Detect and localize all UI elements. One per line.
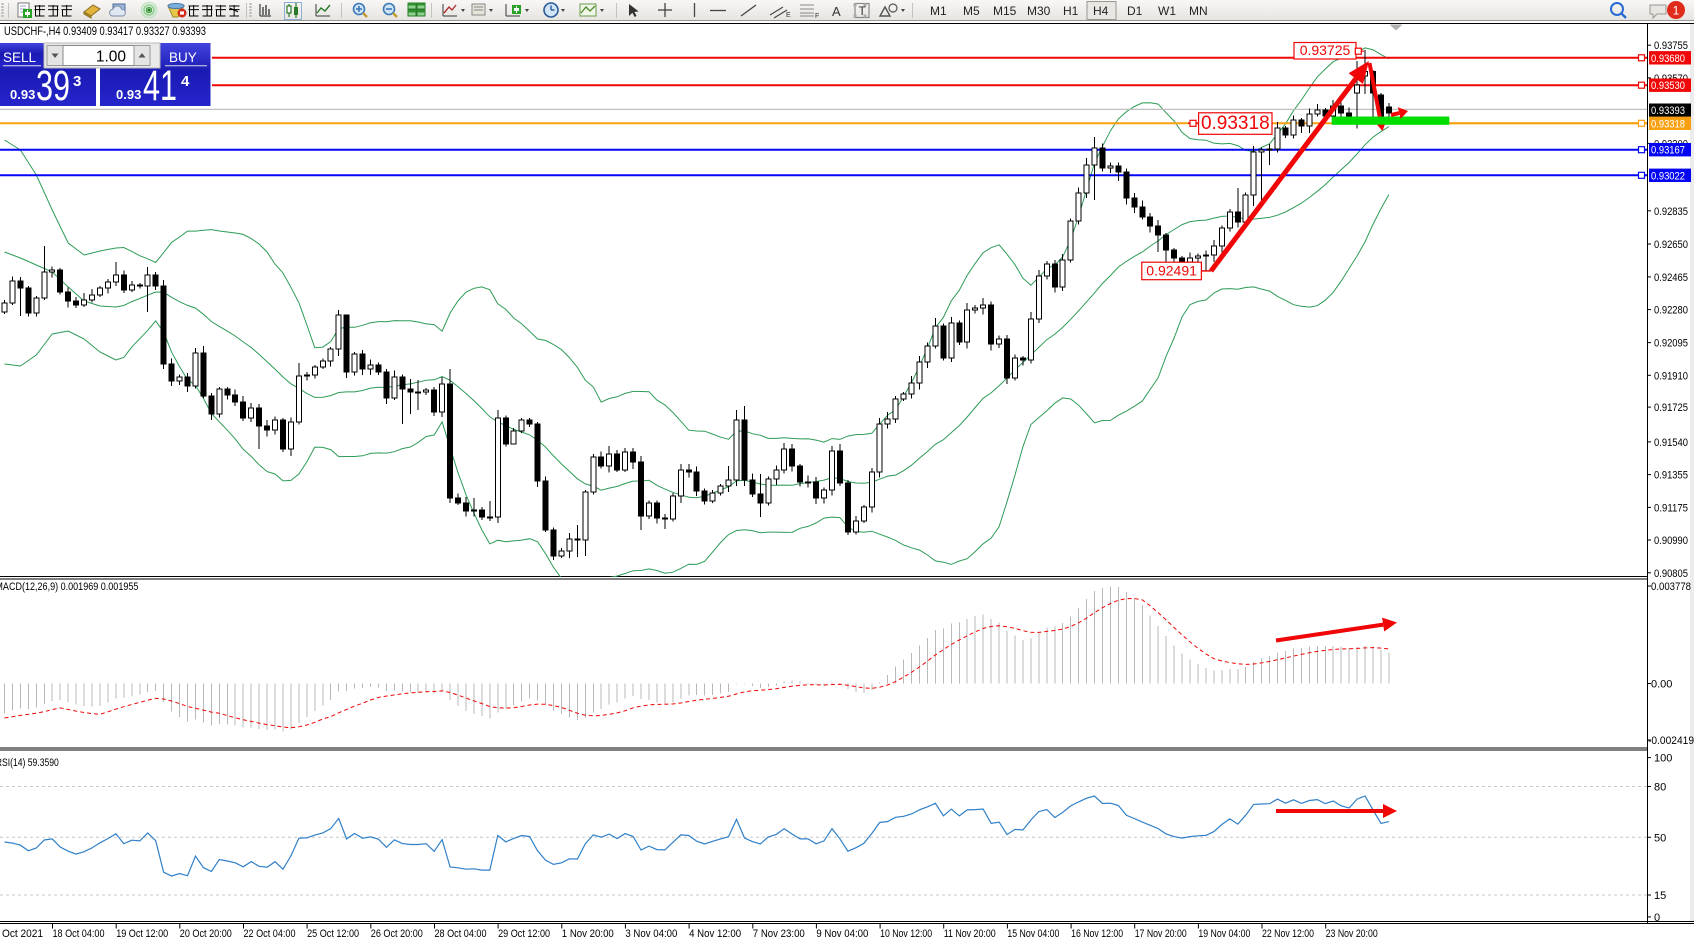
svg-text:39: 39 (36, 62, 70, 110)
svg-text:29 Oct 12:00: 29 Oct 12:00 (498, 928, 550, 940)
svg-text:0.92650: 0.92650 (1654, 239, 1688, 251)
svg-text:20 Oct 20:00: 20 Oct 20:00 (180, 928, 232, 940)
svg-text:3: 3 (73, 73, 81, 90)
svg-text:RSI(14) 59.3590: RSI(14) 59.3590 (0, 757, 59, 769)
svg-text:0.92491: 0.92491 (1146, 263, 1197, 279)
svg-text:-0.002419: -0.002419 (1648, 735, 1694, 747)
svg-text:0.92835: 0.92835 (1654, 206, 1688, 218)
svg-text:26 Oct 20:00: 26 Oct 20:00 (371, 928, 423, 940)
svg-text:1: 1 (1673, 4, 1680, 18)
svg-text:11 Nov 20:00: 11 Nov 20:00 (944, 928, 996, 940)
svg-text:100: 100 (1654, 753, 1672, 765)
svg-text:0.93318: 0.93318 (1201, 113, 1270, 134)
svg-text:0.90990: 0.90990 (1654, 535, 1688, 547)
svg-text:10 Nov 12:00: 10 Nov 12:00 (880, 928, 932, 940)
svg-text:41: 41 (143, 62, 177, 110)
svg-text:Oct 2021: Oct 2021 (2, 928, 43, 940)
svg-text:28 Oct 04:00: 28 Oct 04:00 (435, 928, 487, 940)
svg-text:22 Oct 04:00: 22 Oct 04:00 (244, 928, 296, 940)
svg-text:USDCHF-,H4 0.93409 0.93417 0.: USDCHF-,H4 0.93409 0.93417 0.93327 0.933… (4, 24, 206, 38)
svg-text:M30: M30 (1027, 4, 1051, 18)
svg-text:0.93680: 0.93680 (1651, 53, 1685, 65)
svg-text:F: F (815, 13, 819, 20)
svg-text:16 Nov 12:00: 16 Nov 12:00 (1071, 928, 1123, 940)
svg-text:0.93755: 0.93755 (1654, 40, 1688, 52)
svg-text:0.91910: 0.91910 (1654, 370, 1688, 382)
svg-text:7 Nov 23:00: 7 Nov 23:00 (753, 928, 805, 940)
svg-text:18 Oct 04:00: 18 Oct 04:00 (53, 928, 105, 940)
svg-text:19 Oct 12:00: 19 Oct 12:00 (116, 928, 168, 940)
svg-text:3 Nov 04:00: 3 Nov 04:00 (625, 928, 677, 940)
svg-text:0.93167: 0.93167 (1651, 145, 1685, 157)
svg-text:0.91725: 0.91725 (1654, 402, 1688, 414)
svg-text:0.92465: 0.92465 (1654, 272, 1688, 284)
svg-text:1.00: 1.00 (96, 49, 127, 66)
svg-text:0.93393: 0.93393 (1651, 105, 1685, 117)
svg-text:M5: M5 (963, 4, 980, 18)
svg-text:0.91355: 0.91355 (1654, 470, 1688, 482)
svg-text:4 Nov 12:00: 4 Nov 12:00 (689, 928, 741, 940)
svg-text:22 Nov 12:00: 22 Nov 12:00 (1262, 928, 1314, 940)
svg-text:BUY: BUY (169, 50, 197, 65)
svg-text:0.93022: 0.93022 (1651, 170, 1685, 182)
svg-text:D1: D1 (1127, 4, 1143, 18)
svg-text:4: 4 (181, 73, 190, 90)
svg-text:0.93: 0.93 (116, 87, 141, 102)
svg-text:H4: H4 (1093, 4, 1109, 18)
svg-text:E: E (786, 12, 791, 19)
svg-text:0.90805: 0.90805 (1654, 568, 1688, 580)
svg-text:0: 0 (1654, 912, 1660, 924)
svg-text:23 Nov 20:00: 23 Nov 20:00 (1326, 928, 1378, 940)
svg-text:A: A (832, 4, 841, 19)
svg-text:0.92280: 0.92280 (1654, 305, 1688, 317)
svg-text:MACD(12,26,9) 0.001969 0.00195: MACD(12,26,9) 0.001969 0.001955 (0, 581, 138, 593)
svg-text:0.93530: 0.93530 (1651, 80, 1685, 92)
svg-text:0.92095: 0.92095 (1654, 338, 1688, 350)
svg-text:0.003778: 0.003778 (1651, 581, 1691, 593)
svg-text:M15: M15 (993, 4, 1017, 18)
svg-text:0.00: 0.00 (1651, 679, 1672, 691)
svg-text:19 Nov 04:00: 19 Nov 04:00 (1198, 928, 1250, 940)
svg-text:0.93: 0.93 (10, 87, 35, 102)
svg-text:M1: M1 (930, 4, 947, 18)
svg-text:H1: H1 (1063, 4, 1079, 18)
svg-text:0.91175: 0.91175 (1654, 502, 1688, 514)
svg-text:0.91540: 0.91540 (1654, 437, 1688, 449)
svg-text:50: 50 (1654, 832, 1666, 844)
svg-text:MN: MN (1189, 4, 1208, 18)
svg-text:15 Nov 04:00: 15 Nov 04:00 (1007, 928, 1059, 940)
svg-text:25 Oct 12:00: 25 Oct 12:00 (307, 928, 359, 940)
svg-text:T: T (859, 4, 867, 18)
svg-text:9 Nov 04:00: 9 Nov 04:00 (816, 928, 868, 940)
svg-text:0.93318: 0.93318 (1651, 118, 1685, 130)
svg-text:SELL: SELL (3, 50, 37, 65)
svg-text:15: 15 (1654, 890, 1666, 902)
svg-text:W1: W1 (1158, 4, 1176, 18)
svg-text:0.93725: 0.93725 (1300, 42, 1351, 58)
svg-text:1 Nov 20:00: 1 Nov 20:00 (562, 928, 614, 940)
svg-text:80: 80 (1654, 782, 1666, 794)
svg-text:17 Nov 20:00: 17 Nov 20:00 (1135, 928, 1187, 940)
